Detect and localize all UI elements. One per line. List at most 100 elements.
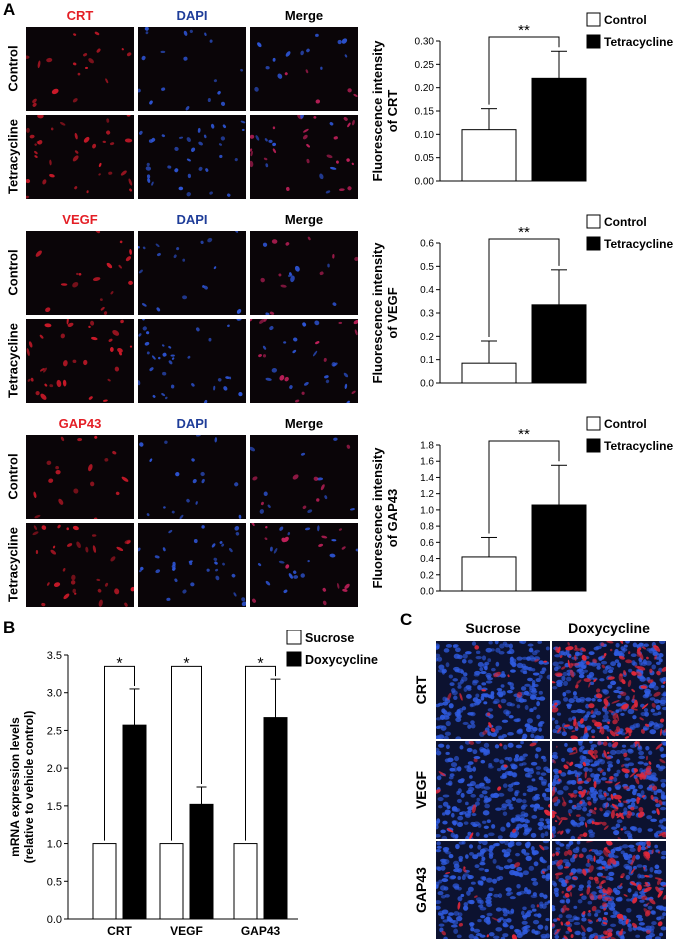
bar-tetracycline bbox=[531, 77, 587, 182]
panel-a-column-label: DAPI bbox=[176, 8, 208, 23]
significance-marker: ** bbox=[518, 224, 530, 241]
micrograph-tile bbox=[26, 435, 134, 519]
mrna-expression-chart: mRNA expression levels(relative to vehic… bbox=[8, 630, 378, 938]
crt-intensity-chart: Fluorescence intensityof CRT 0.00 0.05 0.10… bbox=[370, 12, 673, 188]
panel-a-column-label: Merge bbox=[284, 8, 324, 23]
y-tick-label: 3.5 bbox=[47, 650, 62, 662]
panel-a-column-label: VEGF bbox=[62, 212, 98, 227]
significance-marker: * bbox=[257, 655, 263, 672]
y-tick-label: 0.5 bbox=[47, 876, 62, 888]
y-tick-label: 2.0 bbox=[47, 763, 62, 775]
y-tick-label: 0.05 bbox=[415, 153, 435, 164]
y-tick-label: 0.0 bbox=[47, 914, 62, 926]
y-tick-label: 3.0 bbox=[47, 688, 62, 700]
legend-swatch bbox=[586, 438, 601, 453]
y-tick-label: 0.5 bbox=[420, 262, 434, 273]
x-category-label: CRT bbox=[107, 924, 132, 938]
y-tick-label: 1.2 bbox=[420, 489, 434, 500]
y-tick-label: 0.2 bbox=[420, 332, 434, 343]
y-tick-label: 0.2 bbox=[420, 570, 434, 581]
panel-c-row-label: GAP43 bbox=[413, 867, 429, 913]
legend-label: Control bbox=[604, 13, 647, 27]
tissue-micrograph-tile bbox=[552, 741, 666, 839]
significance-marker: * bbox=[116, 655, 122, 672]
y-tick-label: 0.1 bbox=[420, 355, 434, 366]
panel-letter-b: B bbox=[3, 618, 16, 637]
tissue-micrograph-tile bbox=[436, 741, 550, 839]
y-tick-label: 1.0 bbox=[47, 839, 62, 851]
panel-c-column-label: Sucrose bbox=[465, 620, 521, 636]
micrograph-tile bbox=[138, 115, 246, 199]
y-tick-label: 1.5 bbox=[47, 801, 62, 813]
legend-label: Tetracycline bbox=[604, 237, 673, 251]
micrograph-tile bbox=[250, 523, 358, 607]
y-tick-label: 0.25 bbox=[415, 60, 435, 71]
y-tick-label: 0.15 bbox=[415, 107, 435, 118]
y-tick-label: 0.00 bbox=[415, 177, 435, 188]
gap43-intensity-chart: Fluorescence intensityof GAP43 0.0 0.2 0.4 0… bbox=[370, 416, 673, 598]
bar-sucrose bbox=[92, 843, 117, 920]
micrograph-tile bbox=[250, 115, 358, 199]
panel-c-column-label: Doxycycline bbox=[568, 620, 650, 636]
micrograph-tile bbox=[138, 435, 246, 519]
x-category-label: GAP43 bbox=[241, 924, 281, 938]
y-tick-label: 1.8 bbox=[420, 441, 434, 452]
panel-a-column-label: GAP43 bbox=[58, 416, 102, 431]
micrograph-tile bbox=[250, 27, 358, 111]
panel-a-row-label: Tetracycline bbox=[5, 323, 21, 398]
significance-bracket bbox=[104, 665, 135, 841]
y-tick-label: 0.30 bbox=[415, 37, 435, 48]
micrograph-tile bbox=[26, 231, 134, 315]
y-tick-label: 1.6 bbox=[420, 457, 434, 468]
bar-doxycycline bbox=[263, 717, 288, 920]
y-tick-label: 0.4 bbox=[420, 285, 434, 296]
significance-bracket bbox=[245, 665, 276, 841]
significance-bracket bbox=[488, 36, 560, 105]
micrograph-tile bbox=[26, 115, 134, 199]
bar-doxycycline bbox=[189, 803, 214, 920]
y-tick-label: 0.8 bbox=[420, 522, 434, 533]
y-tick-label: 1.0 bbox=[420, 505, 434, 516]
panel-a-row-label: Control bbox=[5, 249, 21, 296]
panel-a-row-label: Tetracycline bbox=[5, 527, 21, 602]
panel-letter-a: A bbox=[3, 0, 16, 19]
legend-label: Control bbox=[604, 215, 647, 229]
micrograph-tile bbox=[138, 319, 246, 403]
micrograph-tile bbox=[138, 523, 246, 607]
y-tick-label: 0.6 bbox=[420, 239, 434, 250]
micrograph-tile bbox=[26, 319, 134, 403]
legend-swatch bbox=[586, 416, 601, 431]
bar-doxycycline bbox=[122, 724, 147, 920]
legend-swatch bbox=[586, 34, 601, 49]
y-axis-label: Fluorescence intensityof CRT bbox=[370, 40, 400, 182]
legend-swatch bbox=[286, 630, 302, 645]
legend-label: Control bbox=[604, 417, 647, 431]
panel-a-row-label: Control bbox=[5, 45, 21, 92]
panel-a-column-label: CRT bbox=[66, 8, 94, 23]
legend-swatch bbox=[586, 214, 601, 229]
legend-label: Sucrose bbox=[305, 631, 354, 645]
bar-tetracycline bbox=[531, 304, 587, 384]
y-axis-label: Fluorescence intensityof VEGF bbox=[370, 242, 400, 384]
panel-c-row-label: VEGF bbox=[413, 770, 429, 810]
legend-swatch bbox=[586, 236, 601, 251]
y-axis-label: Fluorescence intensityof GAP43 bbox=[370, 447, 400, 589]
x-category-label: VEGF bbox=[170, 924, 203, 938]
tissue-micrograph-tile bbox=[552, 641, 666, 739]
micrograph-tile bbox=[138, 27, 246, 111]
bar-control bbox=[461, 556, 517, 592]
y-tick-label: 0.20 bbox=[415, 83, 435, 94]
significance-bracket bbox=[488, 440, 560, 534]
bar-control bbox=[461, 362, 517, 384]
y-tick-label: 1.4 bbox=[420, 473, 434, 484]
panel-a-row-label: Tetracycline bbox=[5, 119, 21, 194]
panel-a-column-label: Merge bbox=[284, 416, 324, 431]
micrograph-tile bbox=[26, 523, 134, 607]
legend-label: Doxycycline bbox=[305, 653, 378, 667]
panel-letter-c: C bbox=[400, 610, 413, 629]
vegf-intensity-chart: Fluorescence intensityof VEGF 0.0 0.1 0.2 0.… bbox=[370, 214, 673, 390]
panel-a-column-label: Merge bbox=[284, 212, 324, 227]
panel-a-row-label: Control bbox=[5, 453, 21, 500]
bar-sucrose bbox=[233, 843, 258, 920]
y-tick-label: 0.0 bbox=[420, 587, 434, 598]
